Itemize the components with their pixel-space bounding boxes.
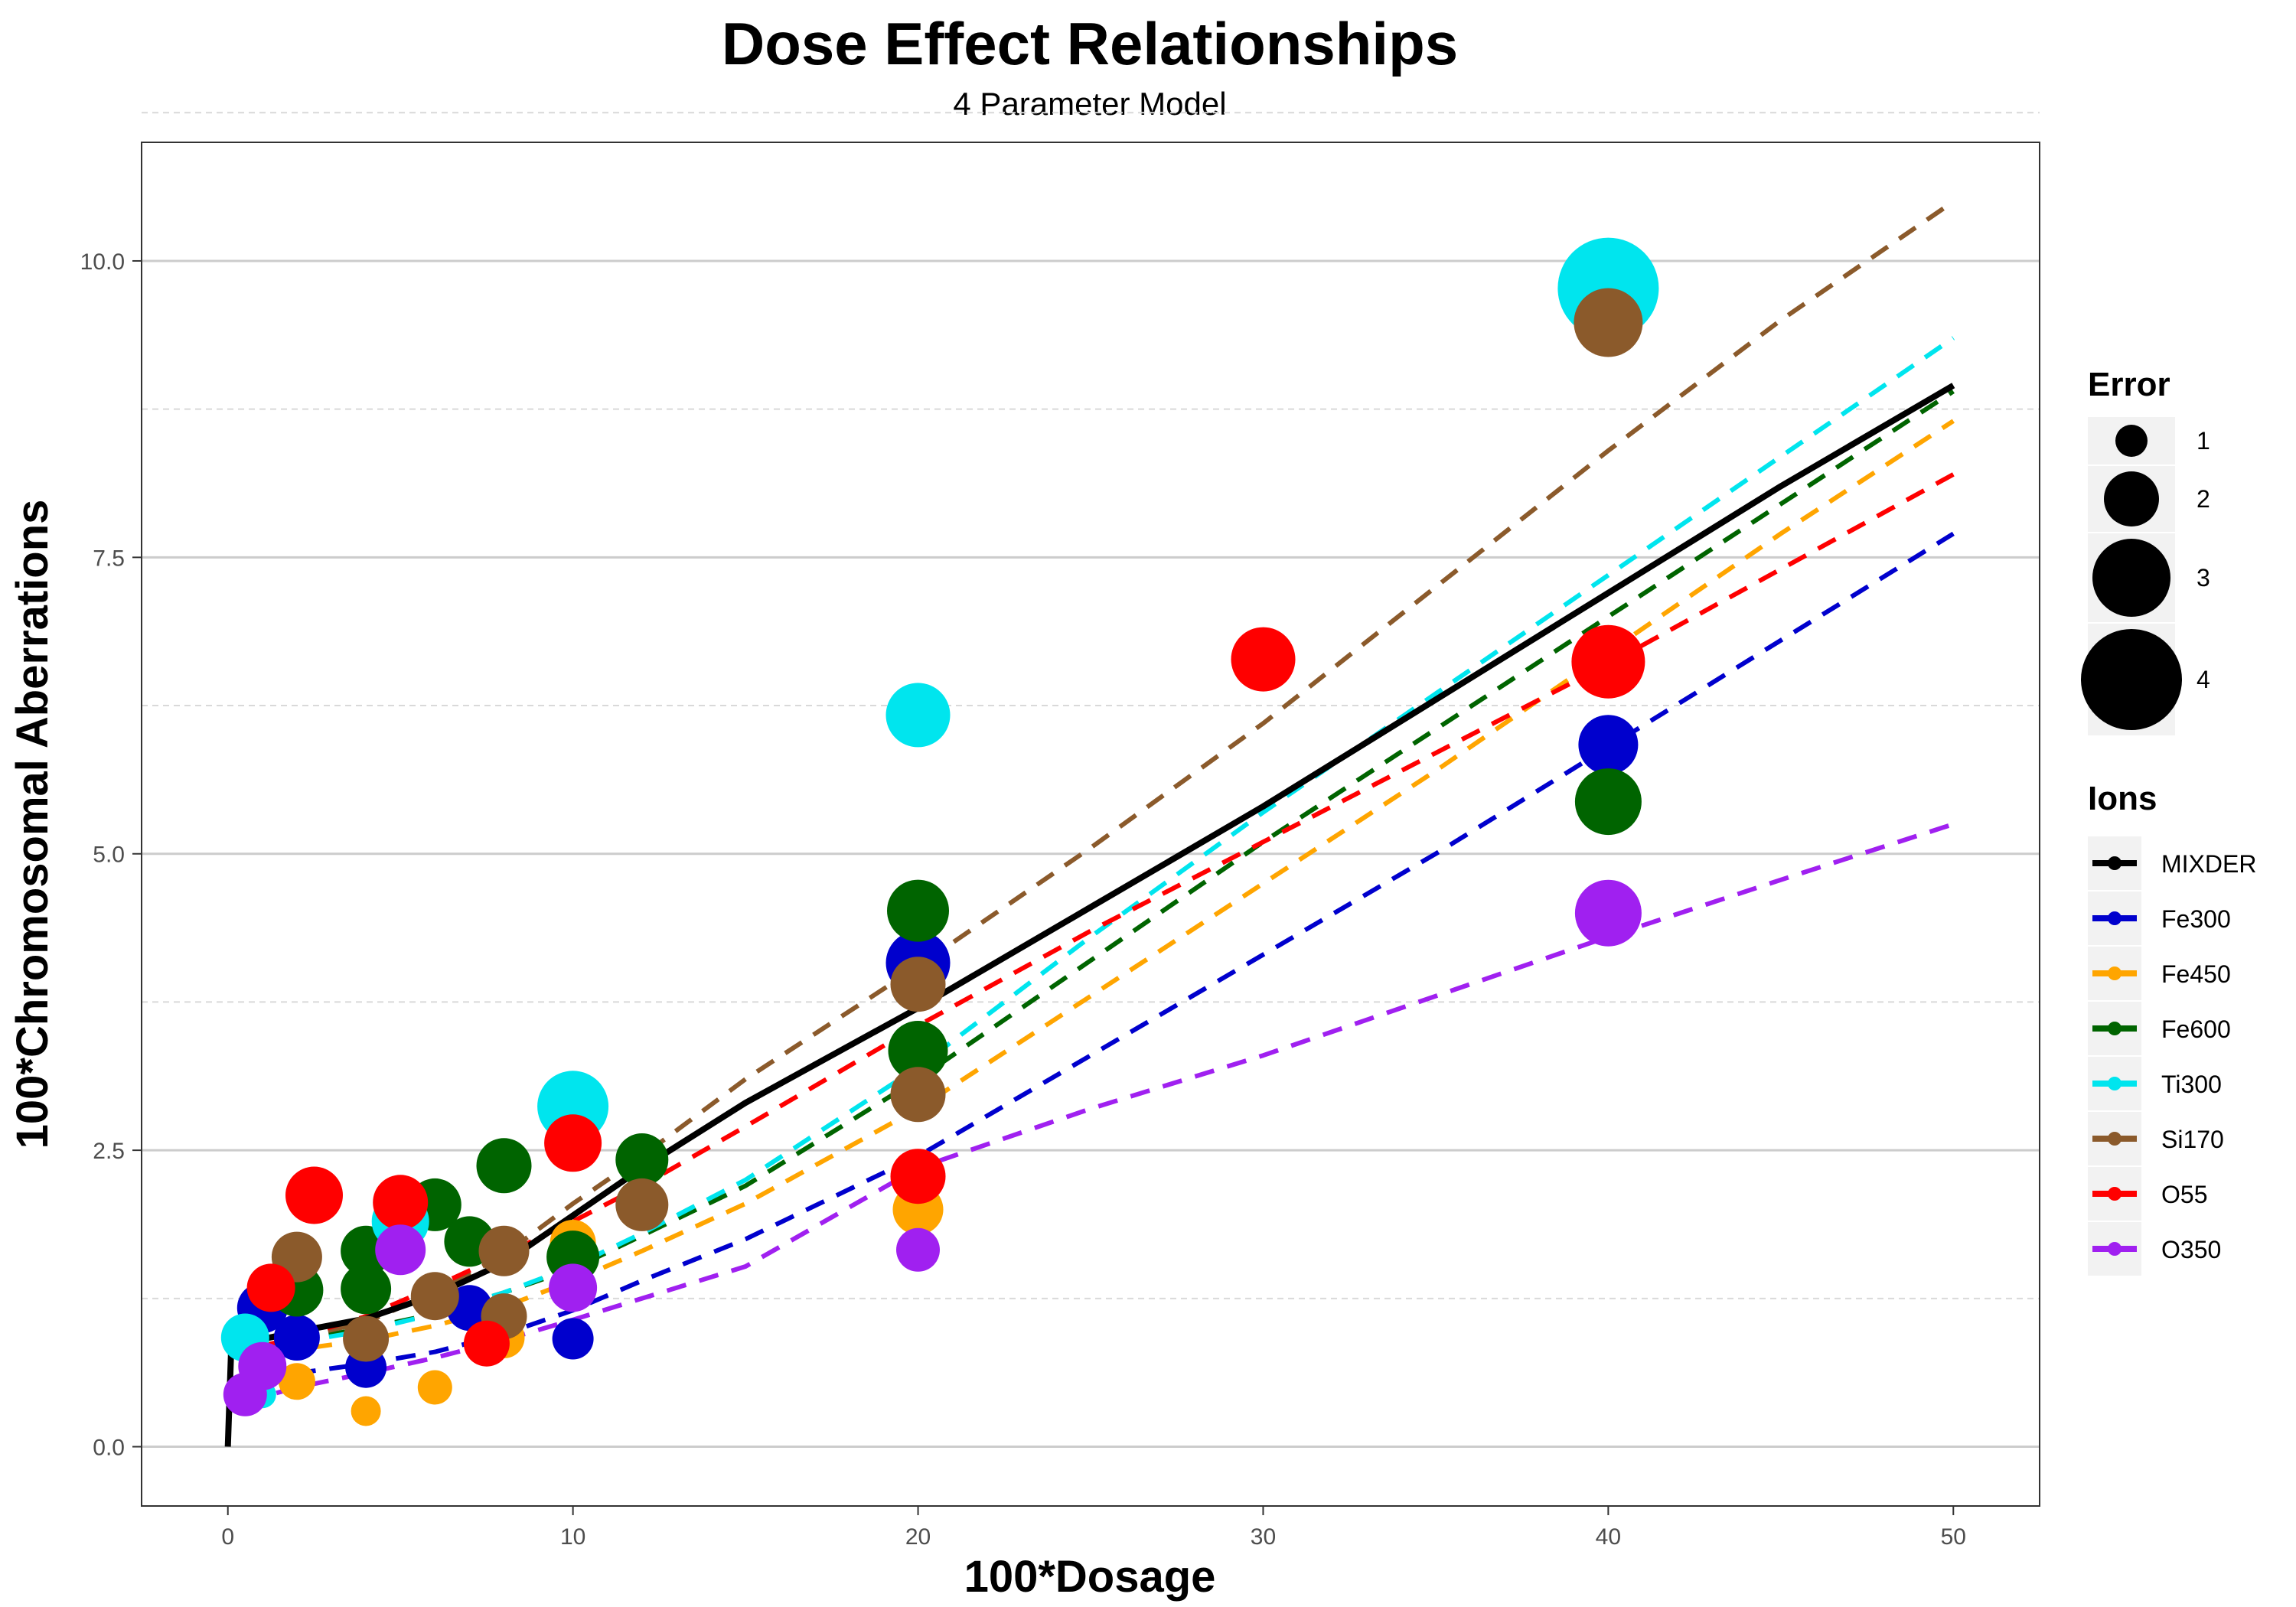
- color-legend-dot-fe450: [2108, 966, 2122, 980]
- color-legend-title: Ions: [2088, 780, 2157, 817]
- point-o55-7: [1571, 624, 1645, 699]
- point-fe600-9: [888, 1021, 948, 1081]
- size-legend-label: 2: [2197, 485, 2210, 513]
- point-o55-5: [890, 1149, 946, 1204]
- point-si170-3: [410, 1272, 459, 1321]
- point-o55-4: [544, 1114, 602, 1172]
- x-tick-label: 50: [1941, 1524, 1966, 1550]
- color-legend-dot-mixder: [2108, 856, 2122, 870]
- curve-o350: [243, 822, 1955, 1407]
- x-tick-label: 0: [221, 1524, 234, 1550]
- legends: Error 1 2 3 4 Ions MIXDER Fe300 Fe450 Fe600 Ti300 S…: [2081, 366, 2256, 1276]
- chart-subtitle: 4 Parameter Model: [953, 86, 1226, 122]
- color-legend-label: Si170: [2161, 1126, 2224, 1153]
- point-o350-2: [375, 1224, 426, 1276]
- point-o55-3: [463, 1320, 510, 1367]
- point-fe600-10: [1574, 768, 1642, 836]
- point-o350-5: [1574, 879, 1642, 947]
- x-tick-label: 10: [560, 1524, 585, 1550]
- color-legend-dot-fe300: [2108, 911, 2122, 925]
- color-legend-dot-ti300: [2108, 1077, 2122, 1090]
- point-si170-6: [615, 1178, 669, 1231]
- curve-mixder: [224, 383, 1955, 1447]
- y-tick-label: 2.5: [93, 1139, 125, 1164]
- fit-curves: [224, 200, 1955, 1447]
- axes: 0 10 20 30 40 50 0.0 2.5 5.0 7.5 10.0: [80, 142, 2040, 1550]
- y-tick-label: 7.5: [93, 546, 125, 571]
- color-legend-dot-o350: [2108, 1242, 2122, 1256]
- curve-ti300: [262, 336, 1955, 1348]
- point-o350-1: [238, 1341, 287, 1390]
- color-legend-label: Fe300: [2161, 905, 2231, 933]
- point-fe600-2: [341, 1263, 392, 1315]
- point-o55-0: [246, 1263, 295, 1312]
- point-fe450-2: [417, 1370, 452, 1405]
- color-legend-dot-fe600: [2108, 1022, 2122, 1035]
- point-o350-4: [896, 1227, 940, 1272]
- color-legend-label: Fe450: [2161, 960, 2231, 988]
- color-legend-label: Ti300: [2161, 1071, 2222, 1098]
- size-legend-label: 3: [2197, 564, 2210, 592]
- size-legend-dot-2: [2104, 471, 2159, 526]
- size-legend-dot-4: [2081, 629, 2182, 730]
- x-axis-title: 100*Dosage: [964, 1552, 1216, 1602]
- point-fe600-5: [476, 1138, 532, 1194]
- color-legend-dot-o55: [2108, 1187, 2122, 1201]
- curve-si170: [262, 200, 1955, 1348]
- curve-fe300: [262, 531, 1955, 1378]
- point-o55-1: [285, 1166, 343, 1224]
- curve-fe600: [262, 389, 1955, 1348]
- x-tick-label: 40: [1596, 1524, 1621, 1550]
- point-o55-2: [373, 1175, 429, 1231]
- point-si170-8: [890, 1067, 946, 1123]
- curve-fe450: [245, 419, 1955, 1354]
- size-legend-label: 1: [2197, 427, 2210, 455]
- point-fe600-7: [615, 1133, 669, 1186]
- point-si170-4: [478, 1225, 530, 1276]
- y-axis-title: 100*Chromosomal Aberrations: [8, 500, 57, 1149]
- point-fe300-1: [273, 1315, 320, 1361]
- y-tick-label: 5.0: [93, 843, 125, 868]
- point-si170-7: [890, 957, 946, 1012]
- color-legend-label: O55: [2161, 1181, 2207, 1208]
- y-tick-label: 0.0: [93, 1436, 125, 1461]
- x-tick-label: 20: [905, 1524, 931, 1550]
- panel-border: [141, 142, 2040, 1507]
- data-points: [220, 237, 1659, 1426]
- size-legend-label: 4: [2197, 666, 2210, 693]
- color-legend-label: MIXDER: [2161, 850, 2256, 878]
- y-tick-label: 10.0: [80, 249, 125, 275]
- size-legend-dot-1: [2115, 425, 2148, 457]
- point-si170-9: [1574, 288, 1643, 357]
- point-fe450-0: [278, 1363, 315, 1400]
- color-legend-dot-si170: [2108, 1132, 2122, 1146]
- point-fe450-1: [351, 1396, 381, 1426]
- size-legend-title: Error: [2088, 366, 2170, 403]
- color-legend-label: Fe600: [2161, 1015, 2231, 1043]
- point-o55-6: [1231, 627, 1296, 692]
- size-legend-dot-3: [2092, 539, 2170, 617]
- point-ti300-4: [885, 683, 951, 748]
- point-si170-2: [343, 1315, 390, 1362]
- x-tick-label: 30: [1251, 1524, 1276, 1550]
- point-o350-3: [549, 1263, 598, 1312]
- point-fe300-4: [552, 1318, 594, 1360]
- color-legend-label: O350: [2161, 1236, 2221, 1263]
- point-fe300-6: [1578, 715, 1639, 775]
- point-fe600-8: [887, 879, 949, 942]
- chart-title: Dose Effect Relationships: [722, 10, 1458, 77]
